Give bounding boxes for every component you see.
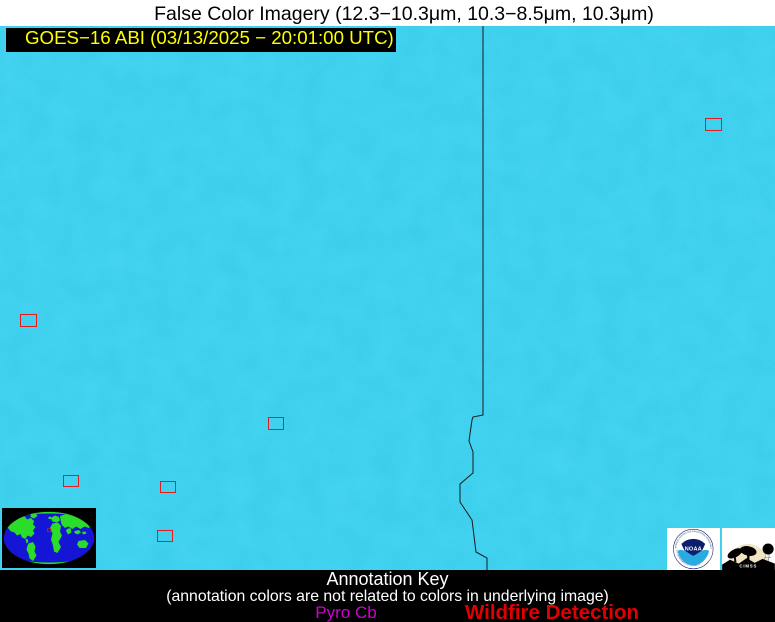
svg-text:NOAA: NOAA [685, 547, 702, 553]
svg-text:CIMSS: CIMSS [739, 564, 757, 569]
